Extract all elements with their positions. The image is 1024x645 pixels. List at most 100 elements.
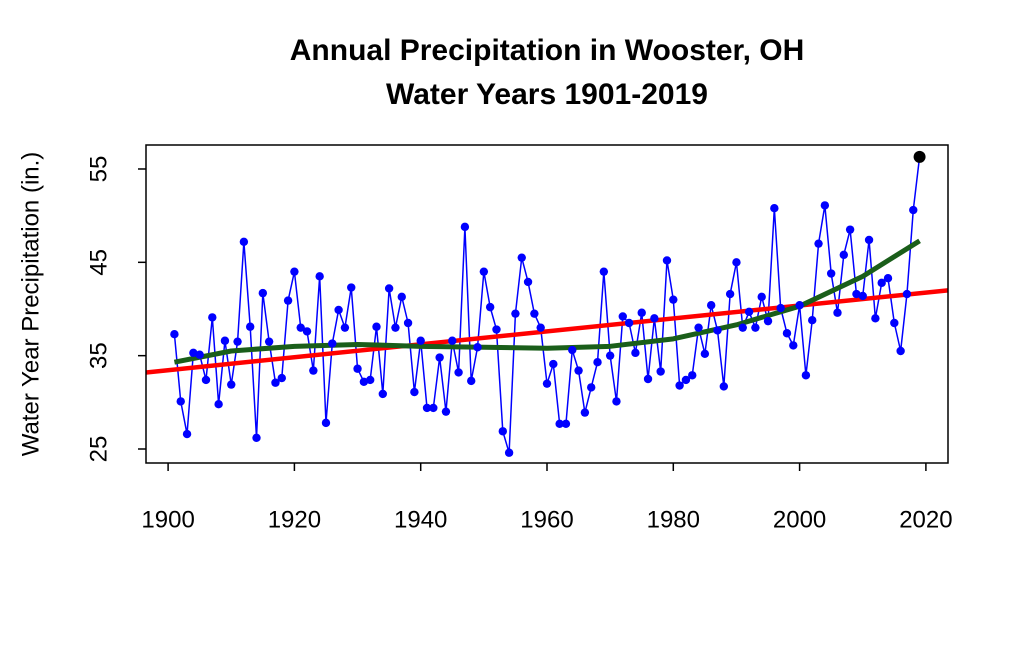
- data-point: [517, 253, 526, 262]
- data-point: [763, 316, 773, 326]
- data-point: [384, 284, 394, 293]
- data-point: [460, 222, 470, 232]
- data-point: [504, 448, 514, 457]
- chart-title: Annual Precipitation in Wooster, OH: [290, 34, 805, 67]
- data-point: [208, 313, 217, 322]
- data-point: [890, 318, 899, 328]
- y-tick-label: 25: [85, 436, 112, 463]
- data-point: [681, 375, 691, 385]
- data-point: [776, 303, 785, 313]
- data-point: [189, 348, 198, 358]
- y-axis-label: Water Year Precipitation (in.): [17, 152, 44, 457]
- data-point: [909, 205, 918, 215]
- data-point: [391, 323, 400, 332]
- data-point: [334, 305, 343, 315]
- data-point: [523, 277, 533, 287]
- data-point: [675, 381, 684, 390]
- data-point: [549, 359, 558, 369]
- data-point: [694, 323, 703, 332]
- data-point: [479, 267, 489, 276]
- data-point: [574, 366, 583, 375]
- x-tick-label: 1920: [268, 506, 321, 533]
- data-point: [435, 353, 444, 362]
- data-point: [271, 378, 280, 387]
- data-point: [593, 357, 602, 367]
- data-point: [321, 418, 331, 428]
- y-tick-label: 45: [85, 249, 112, 276]
- data-point: [561, 419, 571, 428]
- data-point: [227, 380, 236, 389]
- data-point: [176, 397, 185, 406]
- data-point: [789, 341, 798, 350]
- data-point: [871, 314, 880, 323]
- data-point: [542, 379, 552, 388]
- data-point: [397, 292, 406, 302]
- data-point: [239, 237, 249, 246]
- data-point: [713, 326, 722, 335]
- plot-area: [146, 156, 948, 454]
- data-point: [820, 201, 830, 210]
- data-point: [252, 433, 261, 442]
- data-point: [808, 315, 817, 325]
- data-point: [858, 291, 867, 301]
- data-point: [883, 273, 893, 283]
- data-point: [245, 322, 255, 331]
- data-point: [631, 348, 640, 358]
- data-point: [580, 408, 590, 417]
- y-tick-label: 35: [85, 342, 112, 369]
- data-point: [706, 301, 716, 310]
- data-point: [485, 302, 495, 312]
- data-point: [637, 308, 646, 317]
- data-point: [530, 309, 539, 318]
- data-point: [258, 288, 268, 298]
- data-point: [220, 336, 230, 345]
- data-point: [429, 403, 438, 413]
- x-tick-label: 1900: [141, 506, 194, 533]
- data-point: [403, 318, 413, 328]
- data-point: [309, 366, 318, 375]
- data-point: [839, 250, 849, 260]
- data-point: [353, 364, 362, 373]
- x-tick-label: 1960: [520, 506, 573, 533]
- data-point: [656, 367, 665, 376]
- data-point: [599, 267, 609, 276]
- data-point: [864, 235, 874, 245]
- data-point: [770, 203, 779, 213]
- chart-subtitle: Water Years 1901-2019: [386, 78, 708, 111]
- x-tick-label: 1980: [647, 506, 700, 533]
- data-point: [826, 269, 836, 278]
- data-point: [902, 289, 912, 299]
- data-point: [214, 399, 223, 409]
- data-point: [340, 323, 350, 332]
- data-point: [296, 323, 305, 332]
- data-point: [650, 314, 659, 323]
- data-point: [605, 351, 615, 360]
- data-point: [795, 301, 804, 310]
- data-point: [536, 323, 545, 332]
- data-point: [612, 397, 621, 406]
- data-point: [845, 225, 855, 234]
- y-tick-label: 55: [85, 156, 112, 183]
- data-point: [732, 258, 741, 267]
- data-point: [751, 323, 760, 332]
- data-point: [378, 389, 388, 399]
- data-point: [618, 312, 627, 321]
- data-point: [725, 289, 735, 299]
- data-point: [416, 336, 425, 345]
- data-point: [492, 325, 501, 334]
- data-point: [833, 308, 842, 317]
- data-point: [315, 272, 324, 281]
- x-tick-label: 2020: [899, 506, 952, 533]
- data-point: [277, 373, 286, 383]
- data-point: [700, 349, 710, 358]
- data-point: [587, 383, 596, 392]
- data-point: [744, 307, 754, 316]
- data-point: [182, 429, 192, 439]
- data-point: [738, 323, 747, 332]
- data-point: [264, 337, 274, 346]
- data-point: [441, 407, 451, 416]
- data-point: [290, 267, 299, 276]
- data-point: [624, 318, 634, 328]
- data-point: [454, 368, 463, 377]
